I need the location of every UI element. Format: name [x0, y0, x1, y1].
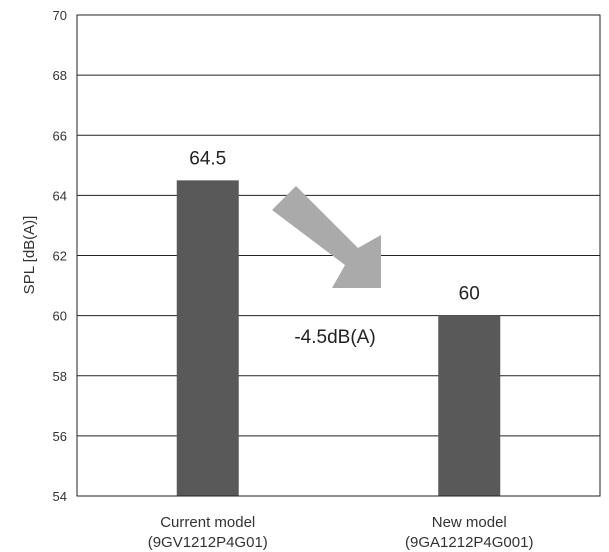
- category-label: New model: [432, 514, 507, 531]
- gridlines: [77, 74, 600, 437]
- data-label: 64.5: [189, 148, 226, 169]
- bar: [438, 315, 501, 496]
- bar: [176, 180, 239, 496]
- y-tick-label: 66: [53, 128, 67, 143]
- y-tick-label: 64: [53, 188, 67, 203]
- plot-frame: [76, 14, 601, 497]
- y-tick-label: 56: [53, 429, 67, 444]
- value-labels: 64.5 60: [189, 148, 480, 304]
- y-tick-label: 62: [53, 249, 67, 264]
- y-tick-labels: 54 56 58 60 62 64 66 68 70: [53, 8, 67, 504]
- category-labels: Current model (9GV1212P4G01) New model (9GA…: [148, 514, 534, 551]
- y-tick-label: 60: [53, 309, 67, 324]
- category-label: Current model: [160, 514, 255, 531]
- y-tick-label: 70: [53, 8, 67, 23]
- y-tick-label: 58: [53, 369, 67, 384]
- category-label-code: (9GV1212P4G01): [148, 534, 268, 551]
- y-tick-label: 68: [53, 68, 67, 83]
- y-axis-title: SPL [dB(A)]: [21, 216, 38, 295]
- reduction-arrow-shape: [272, 186, 381, 288]
- reduction-annotation: -4.5dB(A): [294, 327, 375, 348]
- category-label-code: (9GA1212P4G001): [405, 534, 533, 551]
- bars: [176, 180, 501, 496]
- data-label: 60: [459, 284, 480, 305]
- y-tick-label: 54: [53, 489, 67, 504]
- reduction-arrow: [272, 186, 381, 288]
